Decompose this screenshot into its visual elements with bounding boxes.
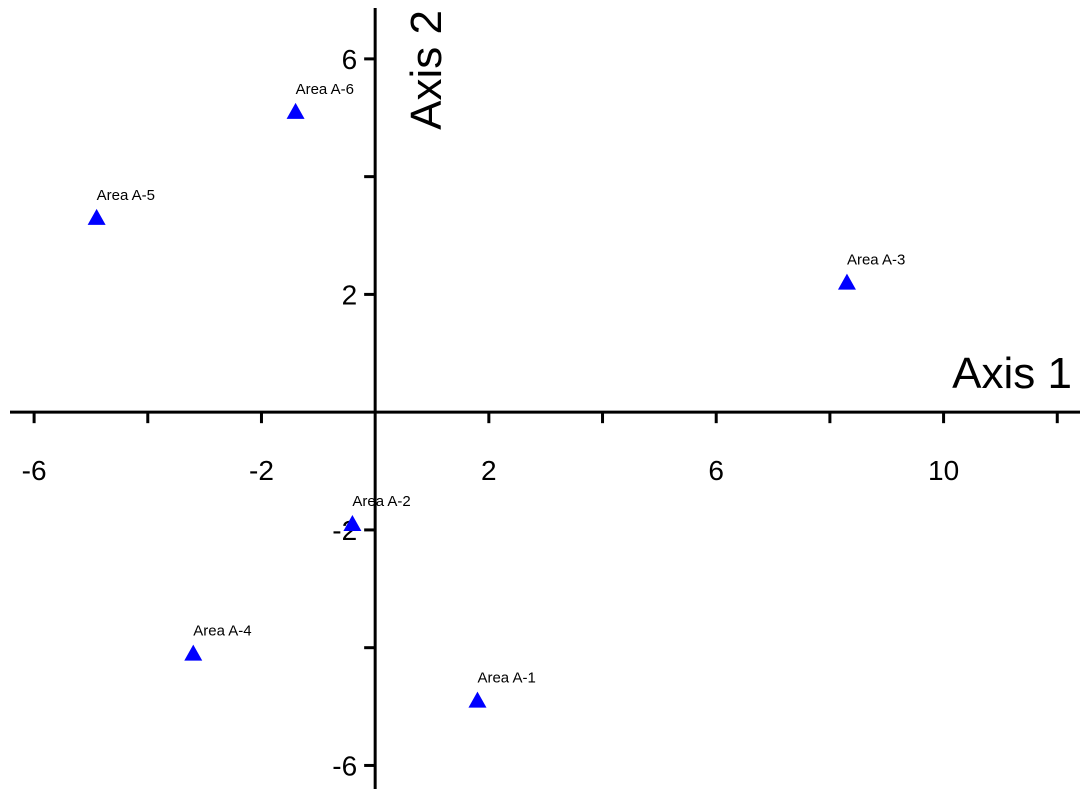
y-axis-title: Axis 2 <box>402 10 451 130</box>
x-tick-label: -2 <box>249 455 274 486</box>
point-label: Area A-2 <box>352 493 410 510</box>
triangle-marker <box>87 208 106 225</box>
triangle-marker <box>184 644 203 661</box>
triangle-marker <box>837 273 856 290</box>
triangle-marker <box>286 102 305 119</box>
point-label: Area A-6 <box>296 81 354 98</box>
data-point: Area A-3 <box>837 252 905 290</box>
x-tick-label: 2 <box>481 455 497 486</box>
point-label: Area A-1 <box>477 670 535 687</box>
x-axis-title: Axis 1 <box>952 349 1072 398</box>
data-points: Area A-1 Area A-2 Area A-3 Area A-4 Area A-5… <box>87 81 905 708</box>
data-point: Area A-2 <box>343 493 411 532</box>
x-tick-label: 10 <box>928 455 959 486</box>
y-tick-label: -6 <box>332 750 357 781</box>
data-point: Area A-4 <box>184 623 252 661</box>
triangle-marker <box>468 691 487 708</box>
point-label: Area A-5 <box>97 187 155 204</box>
data-point: Area A-5 <box>87 187 155 225</box>
y-tick-label: 6 <box>342 44 358 75</box>
point-label: Area A-3 <box>847 252 905 269</box>
axes <box>10 8 1080 789</box>
x-tick-label: 6 <box>708 455 724 486</box>
y-tick-label: 2 <box>342 279 358 310</box>
data-point: Area A-6 <box>286 81 354 119</box>
data-point: Area A-1 <box>468 670 536 708</box>
ticks <box>32 57 1059 767</box>
x-tick-label: -6 <box>22 455 47 486</box>
triangle-marker <box>343 515 362 532</box>
point-label: Area A-4 <box>193 623 251 640</box>
